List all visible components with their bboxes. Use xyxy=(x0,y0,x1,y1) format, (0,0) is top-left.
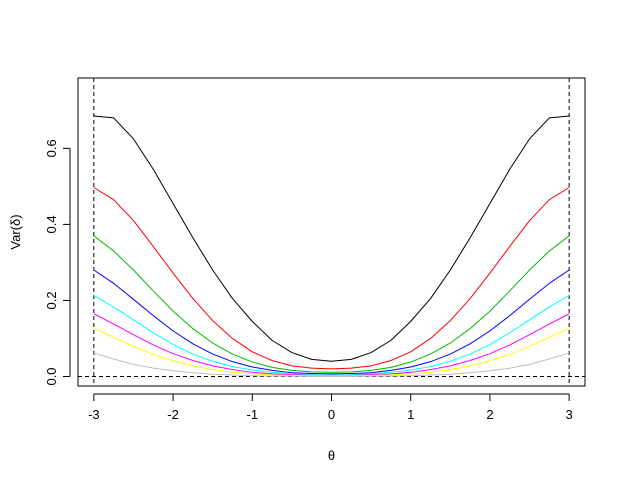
series-line-4 xyxy=(93,269,570,375)
x-axis-title: θ xyxy=(328,448,335,463)
series-line-7 xyxy=(93,327,570,377)
x-tick-label: 2 xyxy=(486,407,493,422)
x-tick-label: -1 xyxy=(247,407,259,422)
series-line-6 xyxy=(93,313,570,376)
plot-area xyxy=(77,77,586,387)
series-line-2 xyxy=(93,187,570,370)
x-tick-label: 0 xyxy=(328,407,335,422)
y-tick-label: 0.0 xyxy=(44,367,59,385)
x-tick-label: -2 xyxy=(167,407,179,422)
series-line-8 xyxy=(93,352,570,377)
x-axis: -3 -2 -1 0 1 2 3 xyxy=(88,393,573,422)
y-tick-label: 0.6 xyxy=(44,139,59,157)
y-axis: 0.0 0.2 0.4 0.6 xyxy=(44,139,71,386)
series-line-1 xyxy=(93,115,570,362)
x-tick-label: -3 xyxy=(88,407,100,422)
series-line-3 xyxy=(93,235,570,373)
reference-lines xyxy=(78,78,585,386)
x-tick-label: 1 xyxy=(407,407,414,422)
plot-frame xyxy=(77,77,586,387)
x-tick-label: 3 xyxy=(566,407,573,422)
y-axis-title: Var(δ) xyxy=(8,214,23,249)
series-lines xyxy=(93,115,570,377)
y-tick-label: 0.4 xyxy=(44,215,59,233)
y-tick-label: 0.2 xyxy=(44,291,59,309)
series-line-5 xyxy=(93,295,570,376)
